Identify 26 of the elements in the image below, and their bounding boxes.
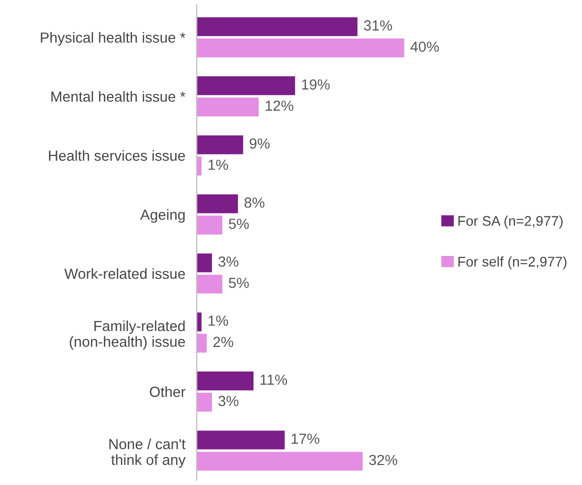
y-tick-label: Physical health issue *: [40, 32, 186, 46]
data-label: 40%: [410, 42, 439, 52]
data-label: 3%: [218, 396, 238, 406]
y-tick-label: Other: [150, 386, 186, 398]
data-label: 32%: [369, 454, 398, 466]
data-label: 3%: [218, 256, 238, 267]
data-label: 19%: [302, 79, 330, 90]
data-label: 2%: [213, 336, 234, 348]
data-label: 9%: [250, 138, 270, 149]
data-label: 1%: [208, 316, 228, 326]
data-label: 11%: [260, 374, 288, 385]
data-label: 12%: [266, 100, 294, 111]
data-label: 5%: [228, 278, 249, 288]
legend-label: For self (n=2,977): [458, 256, 566, 270]
data-label: 8%: [244, 197, 264, 208]
y-tick-label: Mental health issue *: [51, 91, 186, 102]
y-tick-label: Work-related issue: [64, 268, 185, 279]
y-tick-label: Family-related (non-health) issue: [70, 320, 185, 350]
data-label: 5%: [228, 218, 249, 229]
data-label: 17%: [292, 434, 320, 444]
y-tick-label: Health services issue: [49, 150, 185, 161]
y-tick-label: Ageing: [140, 209, 185, 223]
y-tick-label: None / can't think of any: [109, 438, 186, 468]
data-label: 31%: [364, 20, 392, 31]
data-label: 1%: [208, 160, 228, 170]
legend-label: For SA (n=2,977): [458, 216, 563, 229]
